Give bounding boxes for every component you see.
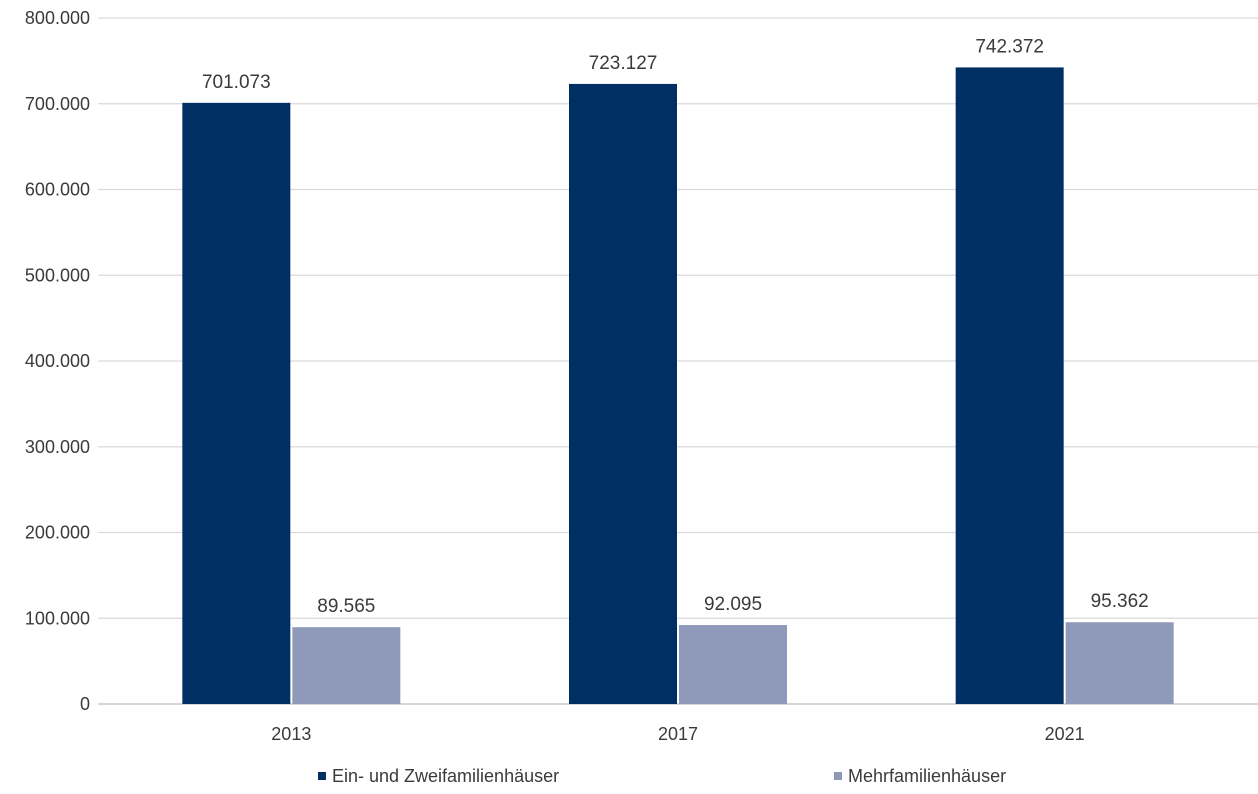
legend-item: Mehrfamilienhäuser: [834, 766, 1006, 786]
legend-label: Ein- und Zweifamilienhäuser: [332, 766, 559, 786]
x-tick-label: 2021: [1045, 724, 1085, 744]
x-tick-label: 2013: [271, 724, 311, 744]
legend-item: Ein- und Zweifamilienhäuser: [318, 766, 559, 786]
data-label: 723.127: [589, 53, 658, 74]
gridlines: [98, 17, 1258, 705]
legend: Ein- und Zweifamilienhäuser Mehrfamilienh…: [318, 766, 1006, 786]
y-tick-label: 600.000: [25, 180, 90, 200]
data-label: 701.073: [202, 72, 271, 93]
legend-label: Mehrfamilienhäuser: [848, 766, 1006, 786]
bar-mehrfamilienhaeuser-2017: [679, 625, 787, 704]
y-tick-label: 100.000: [25, 608, 90, 628]
y-axis-ticks: 0 100.000 200.000 300.000 400.000 500.000 600.…: [25, 8, 90, 714]
y-tick-label: 200.000: [25, 523, 90, 543]
data-label: 89.565: [317, 596, 375, 617]
legend-swatch: [834, 772, 842, 780]
y-tick-label: 0: [80, 694, 90, 714]
y-tick-label: 400.000: [25, 351, 90, 371]
bar-mehrfamilienhaeuser-2021: [1065, 622, 1174, 704]
legend-swatch: [318, 772, 326, 780]
bar-ein-zweifamilienhaeuser-2021: [955, 67, 1064, 704]
bar-mehrfamilienhaeuser-2013: [292, 627, 401, 704]
y-tick-label: 700.000: [25, 94, 90, 114]
data-label: 742.372: [975, 36, 1044, 57]
y-tick-label: 300.000: [25, 437, 90, 457]
x-axis-ticks: 2013 2017 2021: [271, 724, 1084, 744]
y-tick-label: 800.000: [25, 8, 90, 28]
bars: [182, 67, 1174, 705]
bar-ein-zweifamilienhaeuser-2017: [569, 83, 677, 705]
bar-ein-zweifamilienhaeuser-2013: [182, 102, 291, 705]
x-tick-label: 2017: [658, 724, 698, 744]
y-tick-label: 500.000: [25, 265, 90, 285]
data-labels: 701.073 89.565 723.127 92.095 742.372 95.362: [202, 36, 1149, 617]
data-label: 92.095: [704, 594, 762, 615]
data-label: 95.362: [1091, 591, 1149, 612]
